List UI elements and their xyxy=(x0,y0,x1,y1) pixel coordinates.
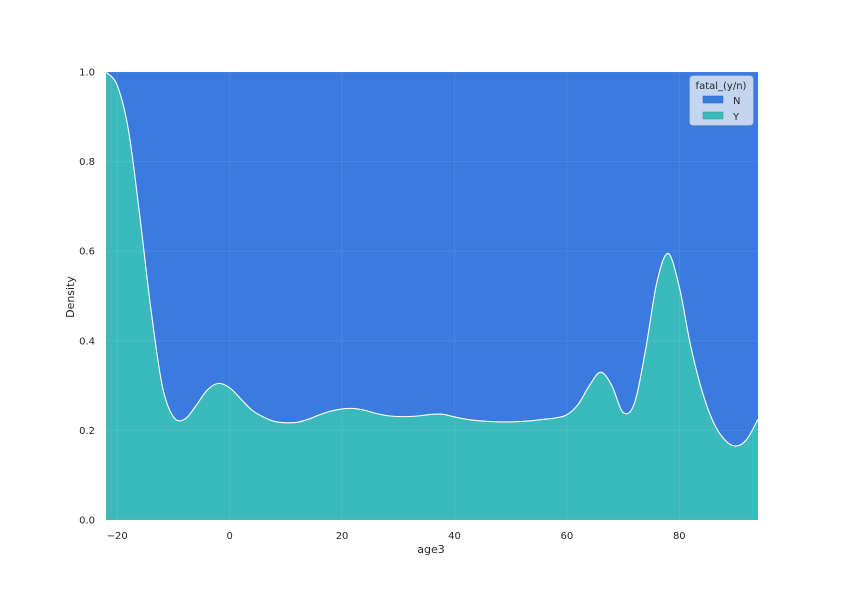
y-tick-label: 0.2 xyxy=(79,426,95,437)
gridlines xyxy=(106,71,758,521)
stacked-areas xyxy=(105,71,759,520)
x-tick-label: 40 xyxy=(448,531,461,542)
legend-label-y: Y xyxy=(732,112,740,123)
x-tick-label: 60 xyxy=(561,531,574,542)
legend-title: fatal_(y/n) xyxy=(696,81,747,92)
y-tick-label: 0.0 xyxy=(79,516,95,527)
x-tick-label: 0 xyxy=(226,531,232,542)
y-tick-label: 0.6 xyxy=(79,247,95,258)
y-axis-label: Density xyxy=(64,276,77,318)
y-tick-label: 1.0 xyxy=(79,68,95,79)
legend: fatal_(y/n) N Y xyxy=(689,75,754,126)
y-tick-label: 0.8 xyxy=(79,157,95,168)
x-axis-label: age3 xyxy=(417,543,445,556)
legend-swatch-y xyxy=(702,111,724,120)
area-boundary-line xyxy=(105,71,759,447)
x-tick-label: 20 xyxy=(336,531,349,542)
area-series-y xyxy=(106,72,758,520)
legend-label-n: N xyxy=(733,96,740,107)
x-axis-ticks: −20 0 20 40 60 80 xyxy=(107,531,686,542)
x-tick-label: 80 xyxy=(673,531,686,542)
y-tick-label: 0.4 xyxy=(79,336,95,347)
y-axis-ticks: 0.0 0.2 0.4 0.6 0.8 1.0 xyxy=(79,68,95,527)
legend-swatch-n xyxy=(702,95,724,104)
x-tick-label: −20 xyxy=(107,531,128,542)
